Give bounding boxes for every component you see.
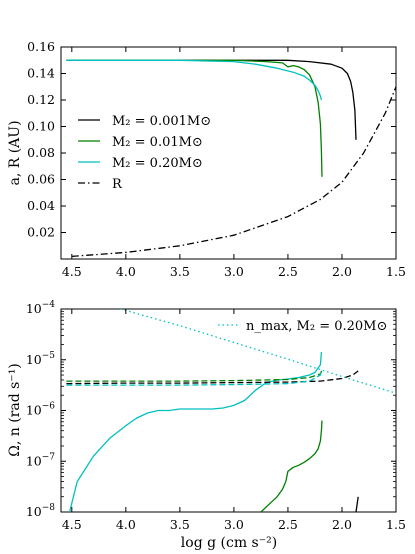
top-y-tick-label: 0.10 xyxy=(27,119,55,134)
bottom-panel: 4.5 4.0 3.5 3.0 2.5 2.0 1.5 10−810−710−610−510… xyxy=(7,300,406,551)
bottom-y-axis-label: Ω, n (rad s⁻¹) xyxy=(7,363,23,457)
bottom-legend: n_max, M₂ = 0.20M⊙ xyxy=(218,319,387,334)
top-x-tick-label: 4.5 xyxy=(62,264,82,279)
top-y-axis-label: a, R (AU) xyxy=(7,120,23,185)
bottom-y-tick-label: 10−7 xyxy=(26,452,55,468)
top-x-tick-label: 3.0 xyxy=(224,264,244,279)
bottom-series-line-4 xyxy=(66,369,323,382)
top-y-tick-label: 0.08 xyxy=(27,145,55,160)
top-x-tick-label: 4.0 xyxy=(116,264,136,279)
top-series-line-2 xyxy=(66,59,323,101)
top-panel: 4.5 4.0 3.5 3.0 2.5 2.0 1.5 0.020.040.060.080.… xyxy=(7,39,406,279)
top-y-tick-label: 0.06 xyxy=(27,172,55,187)
top-legend-label: R xyxy=(112,177,123,192)
top-y-tick-label: 0.16 xyxy=(27,39,55,54)
top-y-tick-label: 0.14 xyxy=(27,66,55,81)
bottom-series-group xyxy=(66,309,396,512)
bottom-series-line-0 xyxy=(355,496,359,512)
bottom-series-line-1 xyxy=(260,420,323,512)
bottom-series-line-3 xyxy=(66,370,359,385)
bottom-y-tick-label: 10−4 xyxy=(26,300,55,316)
bottom-x-tick-label: 3.5 xyxy=(170,517,190,532)
top-y-tick-label: 0.12 xyxy=(27,92,55,107)
top-x-tick-label: 1.5 xyxy=(386,264,406,279)
top-x-tick-label: 2.5 xyxy=(278,264,298,279)
top-y-ticks: 0.02 0.04 0.06 0.08 0.10 0.12 0.14 0.16 xyxy=(27,39,396,240)
top-legend-label: M₂ = 0.001M⊙ xyxy=(112,114,211,129)
bottom-y-tick-label: 10−6 xyxy=(26,402,55,418)
bottom-x-tick-label: 4.5 xyxy=(62,517,82,532)
bottom-x-tick-label: 2.5 xyxy=(278,517,298,532)
bottom-x-tick-label: 4.0 xyxy=(116,517,136,532)
bottom-series-line-5 xyxy=(66,369,323,386)
bottom-y-tick-label: 10−5 xyxy=(26,351,55,367)
bottom-x-tick-label: 1.5 xyxy=(386,517,406,532)
top-series-group xyxy=(66,59,396,258)
top-plot-frame xyxy=(60,46,397,260)
top-y-tick-label: 0.04 xyxy=(27,198,55,213)
bottom-x-axis-label: log g (cm s⁻²) xyxy=(181,535,277,551)
top-x-tick-label: 2.0 xyxy=(332,264,352,279)
top-legend: M₂ = 0.001M⊙ M₂ = 0.01M⊙ M₂ = 0.20M⊙ R xyxy=(78,114,211,192)
bottom-series-line-2 xyxy=(68,352,323,512)
bottom-y-tick-label: 10−8 xyxy=(26,503,55,519)
bottom-x-ticks: 4.5 4.0 3.5 3.0 2.5 2.0 1.5 xyxy=(62,309,406,532)
bottom-legend-label: n_max, M₂ = 0.20M⊙ xyxy=(246,319,387,334)
bottom-plot-frame xyxy=(60,308,397,513)
top-series-line-3 xyxy=(71,86,396,258)
bottom-y-ticks: 10−8 10−7 10−6 10−5 10−4 xyxy=(26,300,396,519)
bottom-x-tick-label: 3.0 xyxy=(224,517,244,532)
top-series-line-0 xyxy=(66,59,357,140)
top-legend-label: M₂ = 0.20M⊙ xyxy=(112,156,203,171)
top-x-ticks: 4.5 4.0 3.5 3.0 2.5 2.0 1.5 xyxy=(62,47,406,279)
top-legend-label: M₂ = 0.01M⊙ xyxy=(112,135,203,150)
bottom-x-tick-label: 2.0 xyxy=(332,517,352,532)
top-x-tick-label: 3.5 xyxy=(170,264,190,279)
top-y-tick-label: 0.02 xyxy=(27,225,55,240)
